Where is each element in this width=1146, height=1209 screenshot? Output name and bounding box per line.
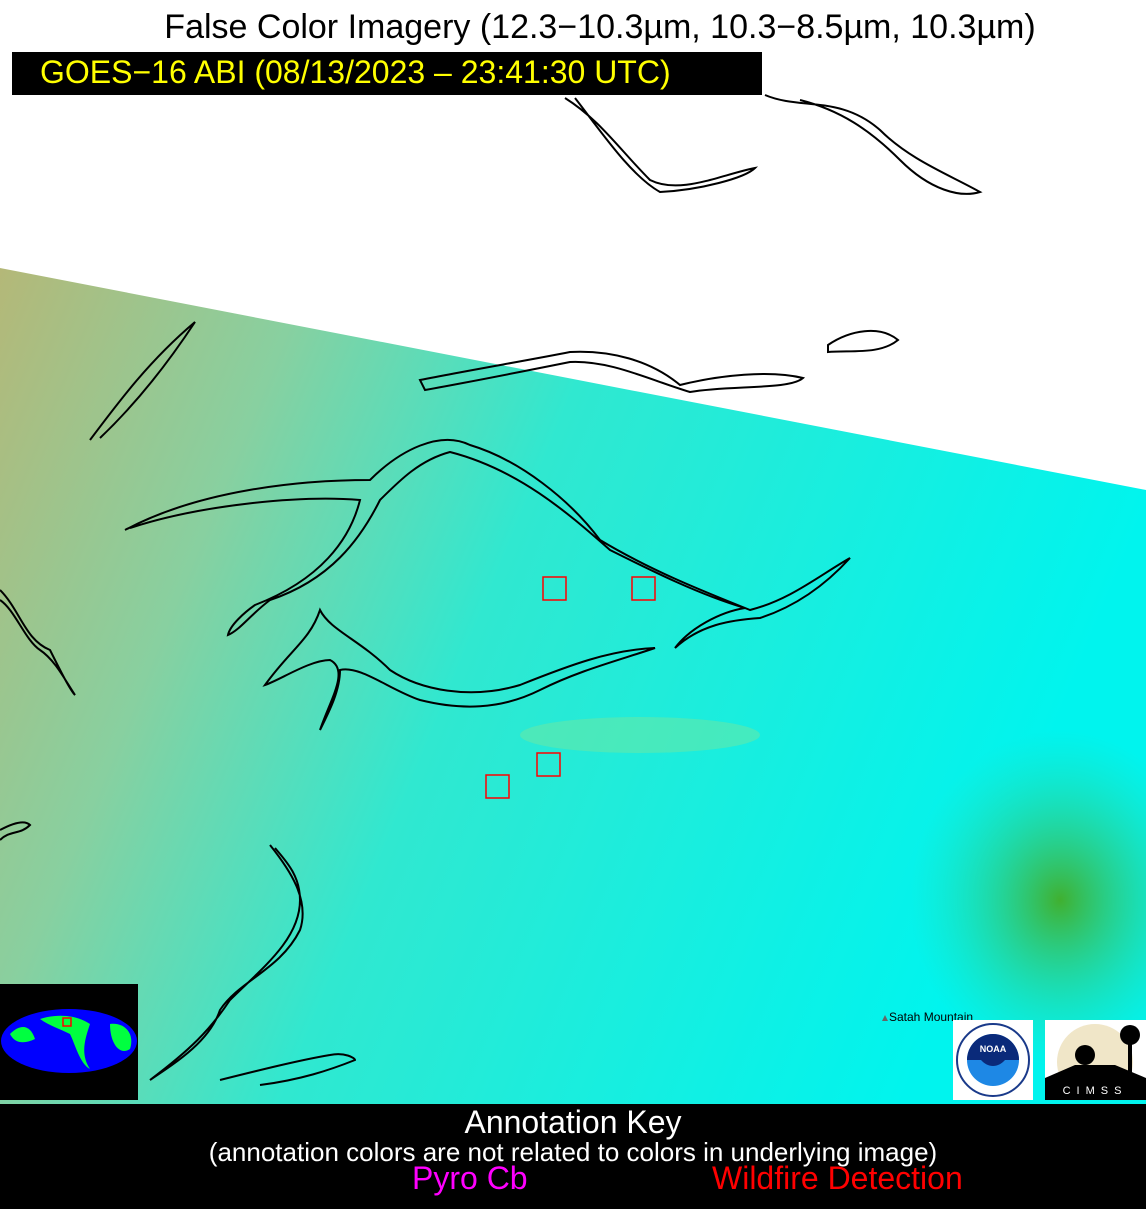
mountain-marker-icon [882, 1015, 888, 1021]
image-title: False Color Imagery (12.3−10.3µm, 10.3−8… [164, 8, 1036, 46]
noaa-logo: NOAA [953, 1020, 1033, 1100]
cimss-logo: CIMSS [1045, 1020, 1146, 1100]
wildfire-detection-boxes [485, 576, 656, 799]
annotation-key: Annotation Key (annotation colors are no… [0, 1104, 1146, 1209]
coastline-outlines [0, 94, 983, 1086]
svg-text:NOAA: NOAA [980, 1044, 1007, 1054]
wildfire-detection-box [542, 576, 567, 601]
pyro-cb-legend: Pyro Cb [412, 1160, 528, 1196]
vegetation-area [910, 730, 1146, 1070]
place-label: Satah Mountain [882, 1010, 973, 1024]
satellite-map [0, 94, 1146, 1104]
svg-text:CIMSS: CIMSS [1063, 1085, 1128, 1097]
image-subtitle: GOES−16 ABI (08/13/2023 – 23:41:30 UTC) [12, 52, 762, 95]
clear-sky-region [0, 268, 1146, 1104]
wildfire-detection-box [631, 576, 656, 601]
world-map-icon [1, 1009, 137, 1073]
wildfire-detection-legend: Wildfire Detection [712, 1160, 963, 1196]
globe-locator-inset [0, 984, 138, 1100]
wildfire-detection-box [536, 752, 561, 777]
wildfire-detection-box [485, 774, 510, 799]
annotation-key-title: Annotation Key [464, 1104, 682, 1140]
annotation-key-note: (annotation colors are not related to co… [208, 1137, 938, 1167]
